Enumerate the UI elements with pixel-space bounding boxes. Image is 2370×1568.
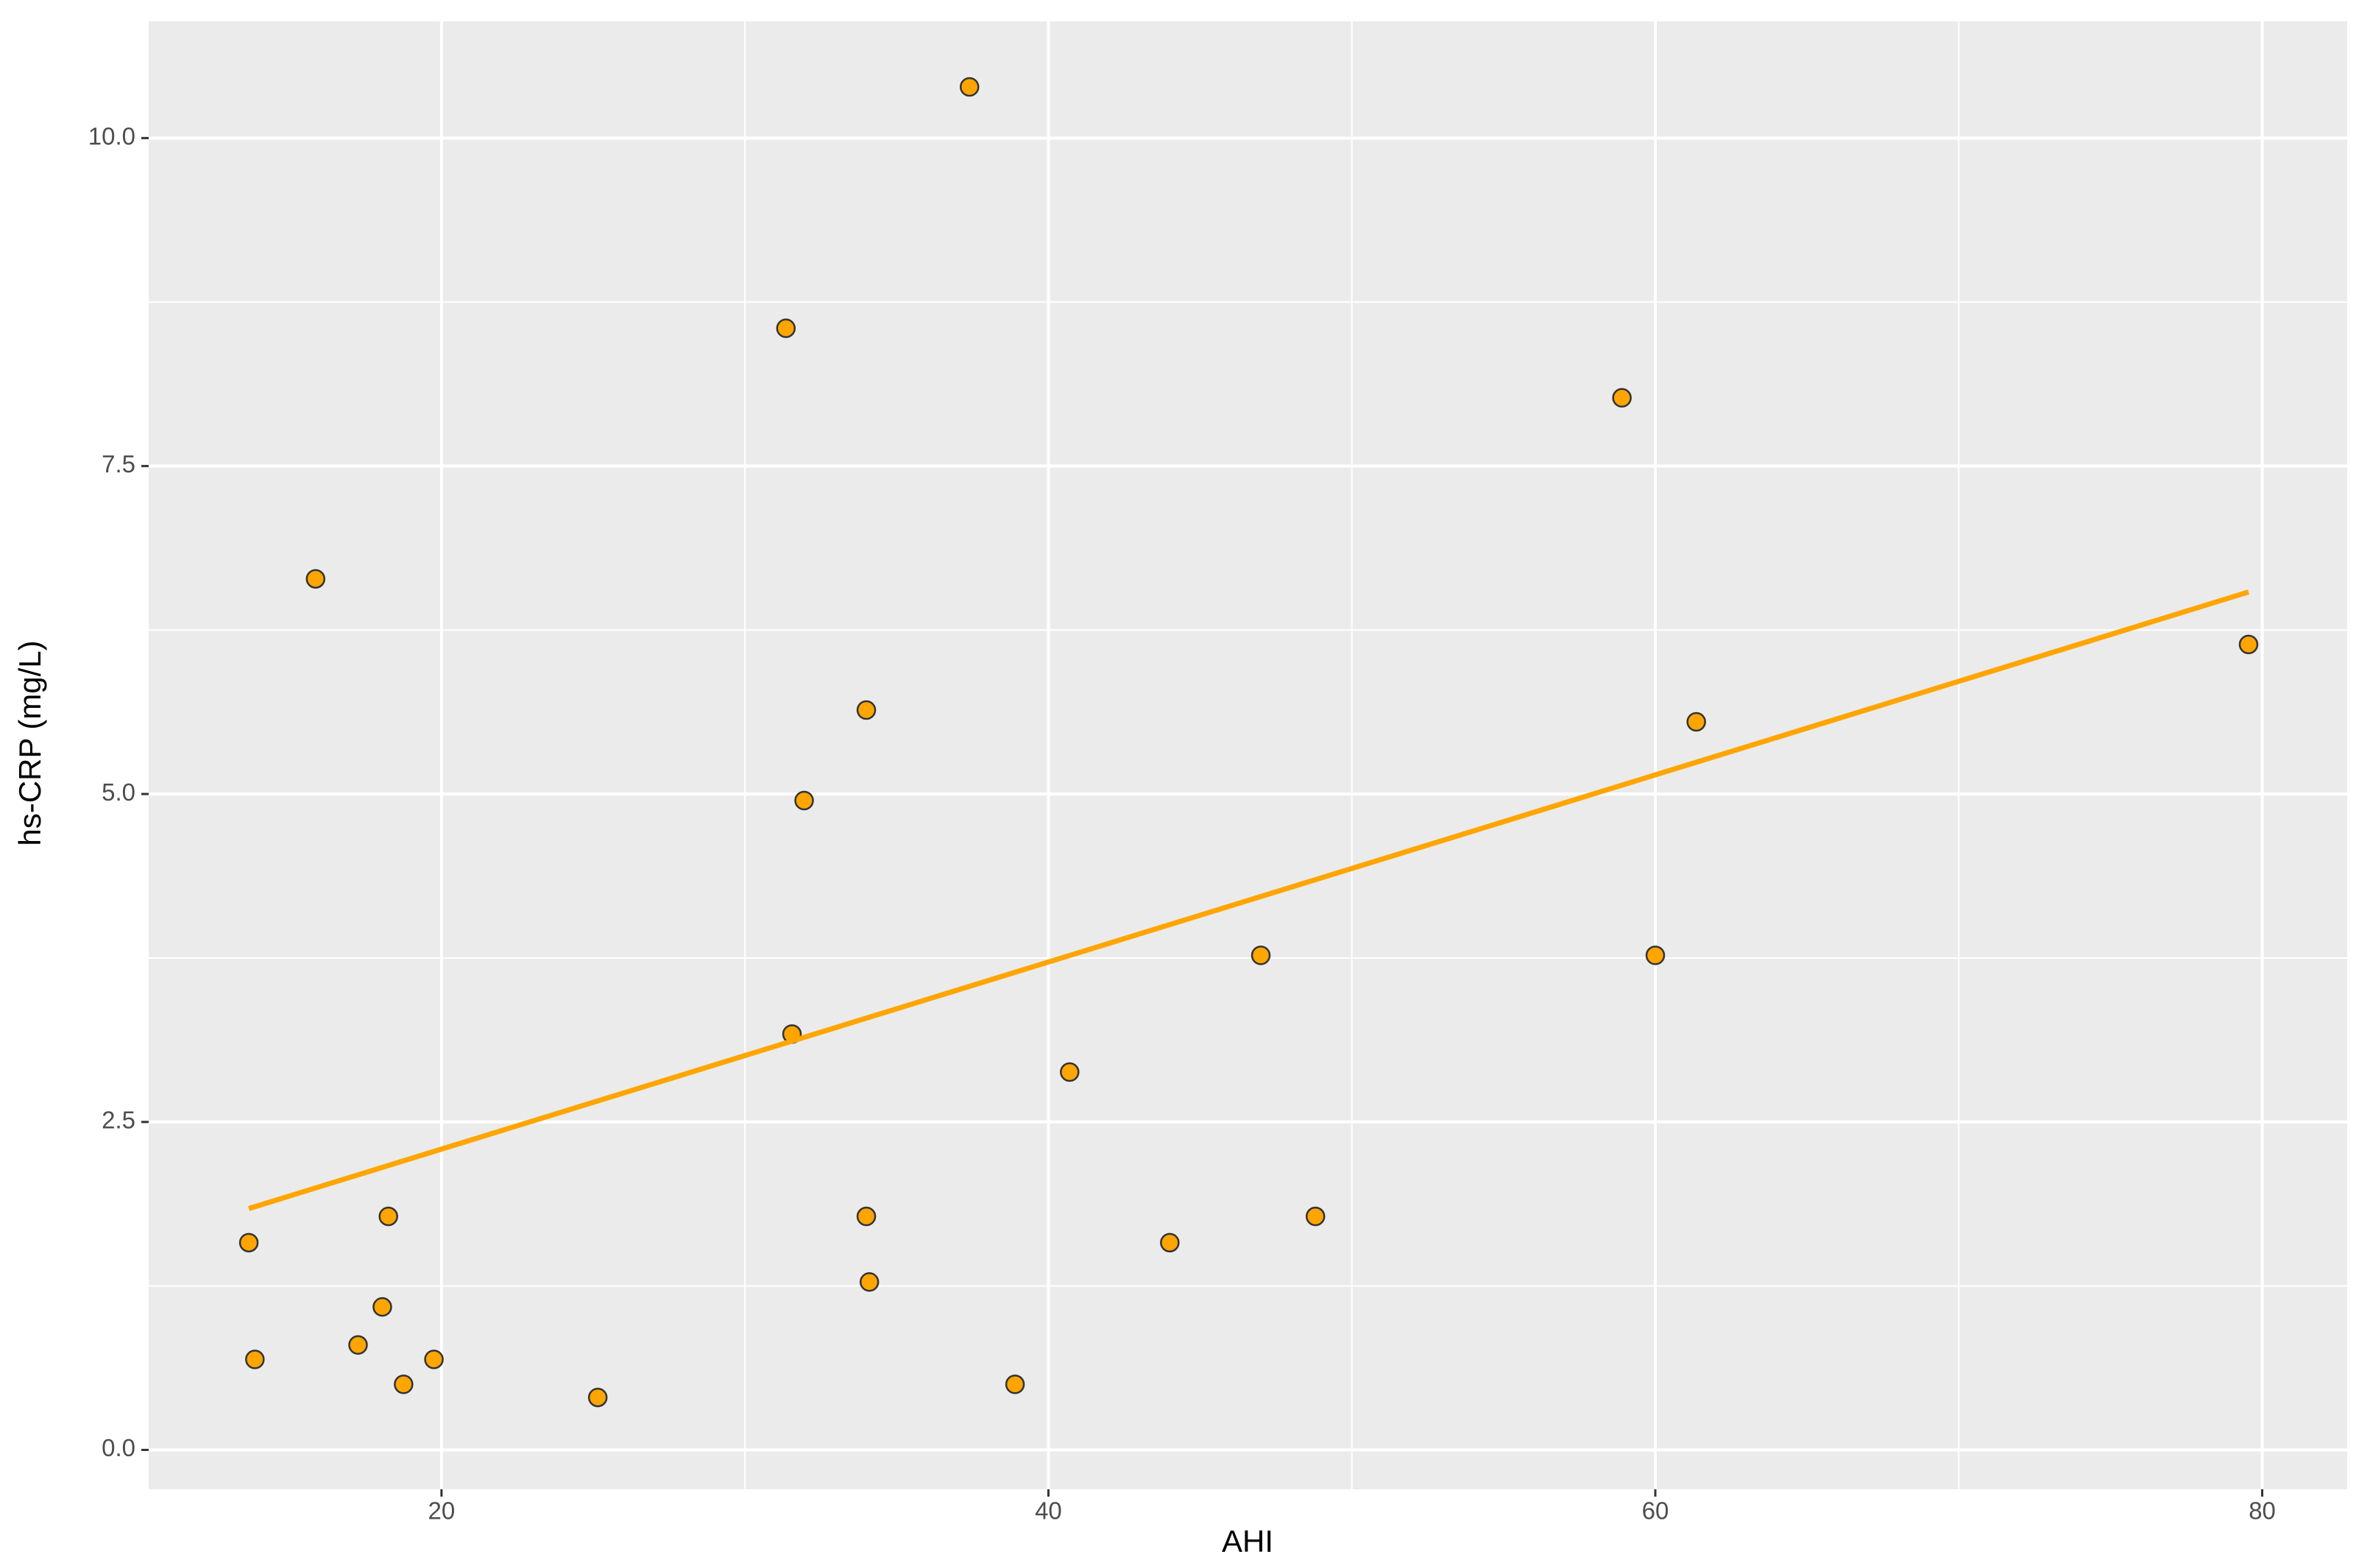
- point: [1305, 1206, 1326, 1227]
- point: [1612, 388, 1632, 408]
- point: [2238, 634, 2259, 655]
- point: [959, 77, 980, 97]
- plot-panel: [149, 21, 2347, 1489]
- point: [1060, 1062, 1080, 1082]
- x-axis-title: AHI: [1222, 1524, 1273, 1558]
- y-tick-label: 10.0: [88, 122, 135, 149]
- fit-line: [248, 589, 2250, 1211]
- point: [587, 1387, 608, 1408]
- point: [394, 1374, 414, 1394]
- x-tick-label: 40: [1035, 1497, 1062, 1525]
- y-tick-label: 0.0: [102, 1434, 135, 1461]
- y-tick-label: 7.5: [102, 450, 135, 478]
- y-tick-label: 2.5: [102, 1107, 135, 1134]
- x-tick-label: 20: [428, 1497, 455, 1525]
- point: [856, 700, 877, 720]
- point: [856, 1206, 877, 1227]
- point: [372, 1296, 392, 1317]
- point: [1686, 712, 1706, 732]
- point: [1005, 1374, 1025, 1394]
- point: [776, 318, 796, 338]
- point: [238, 1232, 259, 1253]
- x-tick-label: 80: [2249, 1497, 2276, 1525]
- point: [348, 1335, 368, 1355]
- point: [245, 1349, 265, 1369]
- point: [424, 1349, 444, 1369]
- y-tick-label: 5.0: [102, 778, 135, 806]
- point: [305, 569, 326, 589]
- point: [1645, 946, 1666, 965]
- point: [1251, 946, 1271, 965]
- y-axis-title: hs-CRP (mg/L): [13, 640, 47, 845]
- point: [859, 1272, 880, 1292]
- point: [378, 1206, 398, 1227]
- point: [794, 790, 814, 811]
- point: [1160, 1232, 1180, 1253]
- x-tick-label: 60: [1642, 1497, 1669, 1525]
